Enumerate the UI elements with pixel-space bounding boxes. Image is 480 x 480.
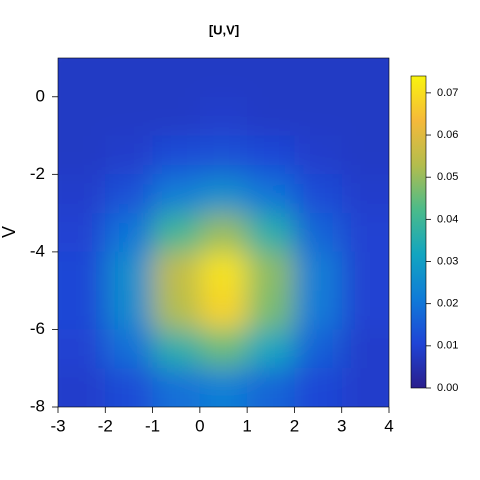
heatmap bbox=[58, 58, 389, 407]
heatmap-cell bbox=[152, 96, 201, 137]
colorbar-tick-label: 0.00 bbox=[437, 382, 458, 394]
heatmap-cell bbox=[199, 96, 248, 137]
y-axis-label: V bbox=[0, 226, 19, 238]
heatmap-cell bbox=[58, 368, 106, 407]
heatmap-cell bbox=[294, 58, 343, 98]
heatmap-cell bbox=[341, 135, 389, 175]
heatmap-cell bbox=[247, 329, 295, 369]
heatmap-cell bbox=[58, 58, 106, 98]
heatmap-cell bbox=[152, 290, 201, 330]
colorbar bbox=[410, 75, 427, 389]
heatmap-cell bbox=[58, 174, 106, 214]
x-tick-label: 0 bbox=[195, 416, 204, 435]
heatmap-cell bbox=[152, 58, 201, 98]
heatmap-cell bbox=[199, 58, 248, 98]
heatmap-cell bbox=[199, 213, 248, 253]
heatmap-cell bbox=[199, 174, 248, 214]
y-tick-label: -2 bbox=[30, 164, 45, 183]
colorbar-tick-label: 0.07 bbox=[437, 87, 458, 99]
heatmap-cell bbox=[294, 135, 343, 175]
x-tick-label: -3 bbox=[50, 416, 65, 435]
heatmap-cell bbox=[294, 368, 343, 407]
heatmap-cell bbox=[199, 329, 248, 369]
heatmap-cell bbox=[199, 368, 248, 407]
plot-frame bbox=[57, 57, 390, 408]
x-tick-label: -2 bbox=[98, 416, 113, 435]
heatmap-cell bbox=[105, 135, 154, 175]
heatmap-cell bbox=[247, 368, 295, 407]
heatmap-cell bbox=[58, 213, 106, 253]
heatmap-cell bbox=[341, 174, 389, 214]
x-tick-label: 4 bbox=[384, 416, 393, 435]
heatmap-cell bbox=[247, 135, 295, 175]
plot-area bbox=[58, 58, 389, 407]
chart-title: [U,V] bbox=[209, 22, 239, 37]
heatmap-cell bbox=[341, 96, 389, 137]
colorbar-tick-label: 0.04 bbox=[437, 213, 458, 225]
heatmap-cell bbox=[58, 290, 106, 330]
heatmap-cell bbox=[341, 58, 389, 98]
heatmap-cell bbox=[294, 251, 343, 292]
heatmap-cell bbox=[58, 96, 106, 137]
x-tick-label: -1 bbox=[145, 416, 160, 435]
heatmap-cell bbox=[247, 290, 295, 330]
heatmap-cell bbox=[247, 213, 295, 253]
heatmap-cell bbox=[341, 290, 389, 330]
colorbar-tick-label: 0.06 bbox=[437, 129, 458, 141]
x-tick-label: 2 bbox=[290, 416, 299, 435]
heatmap-cell bbox=[58, 135, 106, 175]
heatmap-cell bbox=[105, 96, 154, 137]
y-tick-label: 0 bbox=[36, 86, 45, 105]
heatmap-cell bbox=[247, 251, 295, 292]
heatmap-cell bbox=[199, 251, 248, 292]
heatmap-cell bbox=[105, 251, 154, 292]
y-tick-label: -8 bbox=[30, 396, 45, 415]
x-tick-label: 3 bbox=[337, 416, 346, 435]
heatmap-cell bbox=[105, 290, 154, 330]
heatmap-cell bbox=[294, 96, 343, 137]
colorbar-tick-label: 0.01 bbox=[437, 340, 458, 352]
heatmap-cell bbox=[152, 329, 201, 369]
heatmap-cell bbox=[152, 251, 201, 292]
heatmap-cell bbox=[152, 213, 201, 253]
heatmap-cell bbox=[58, 251, 106, 292]
x-tick-label: 1 bbox=[242, 416, 251, 435]
colorbar-tick-label: 0.02 bbox=[437, 298, 458, 310]
heatmap-cell bbox=[341, 368, 389, 407]
heatmap-cell bbox=[294, 174, 343, 214]
heatmap-cell bbox=[247, 174, 295, 214]
colorbar-tick-label: 0.03 bbox=[437, 255, 458, 267]
heatmap-cell bbox=[152, 135, 201, 175]
y-tick-label: -6 bbox=[30, 319, 45, 338]
heatmap-cell bbox=[105, 213, 154, 253]
heatmap-cell bbox=[58, 329, 106, 369]
heatmap-cell bbox=[199, 135, 248, 175]
heatmap-cell bbox=[294, 213, 343, 253]
heatmap-cell bbox=[341, 329, 389, 369]
heatmap-cell bbox=[152, 368, 201, 407]
heatmap-cell bbox=[341, 213, 389, 253]
heatmap-cell bbox=[105, 329, 154, 369]
heatmap-cell bbox=[341, 251, 389, 292]
y-tick-label: -4 bbox=[30, 241, 45, 260]
colorbar-tick-label: 0.05 bbox=[437, 171, 458, 183]
heatmap-cell bbox=[105, 174, 154, 214]
heatmap-cell bbox=[247, 58, 295, 98]
heatmap-cell bbox=[294, 290, 343, 330]
heatmap-cell bbox=[199, 290, 248, 330]
heatmap-cell bbox=[105, 58, 154, 98]
heatmap-cell bbox=[294, 329, 343, 369]
heatmap-cell bbox=[247, 96, 295, 137]
heatmap-cell bbox=[105, 368, 154, 407]
heatmap-cell bbox=[152, 174, 201, 214]
